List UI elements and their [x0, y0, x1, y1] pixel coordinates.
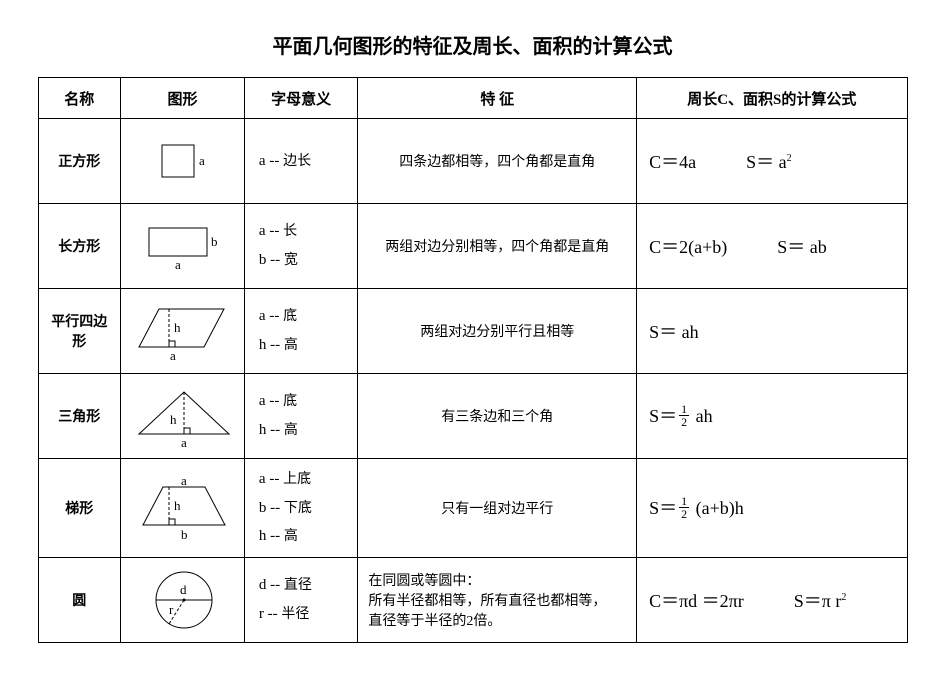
formula-rectangle: C＝2(a+b)S＝ ab	[637, 204, 907, 289]
svg-text:a: a	[181, 473, 187, 488]
circle-diagram: d r	[129, 564, 239, 636]
table-row: 梯形 a h b a -- 上底 b -- 下底 h -- 高 只有一组对边平行…	[38, 459, 907, 558]
table-row: 圆 d r d -- 直径 r -- 半径 在同圆或等圆中： 所有半径都相等，所…	[38, 557, 907, 642]
svg-text:h: h	[170, 412, 177, 427]
table-row: 长方形 b a a -- 长 b -- 宽 两组对边分别相等，四个角都是直角 C…	[38, 204, 907, 289]
svg-text:d: d	[180, 582, 187, 597]
triangle-diagram: h a	[129, 384, 239, 448]
symbols-parallelogram: a -- 底 h -- 高	[244, 289, 358, 374]
header-name: 名称	[38, 78, 121, 119]
svg-text:h: h	[174, 320, 181, 335]
feature-triangle: 有三条边和三个角	[358, 374, 637, 459]
symbols-circle: d -- 直径 r -- 半径	[244, 557, 358, 642]
svg-text:r: r	[169, 602, 174, 617]
svg-text:b: b	[181, 527, 188, 542]
header-feature: 特 征	[358, 78, 637, 119]
table-row: 平行四边形 h a a -- 底 h -- 高 两组对边分别平行且相等 S＝ a…	[38, 289, 907, 374]
formula-circle: C＝πd ＝2πrS＝π r2	[637, 557, 907, 642]
header-shape: 图形	[121, 78, 245, 119]
parallelogram-diagram: h a	[129, 299, 239, 363]
header-formula: 周长C、面积S的计算公式	[637, 78, 907, 119]
table-row: 三角形 h a a -- 底 h -- 高 有三条边和三个角 S＝12 ah	[38, 374, 907, 459]
feature-square: 四条边都相等，四个角都是直角	[358, 119, 637, 204]
name-trapezoid: 梯形	[38, 459, 121, 558]
name-circle: 圆	[38, 557, 121, 642]
geometry-table: 名称 图形 字母意义 特 征 周长C、面积S的计算公式 正方形 a a -- 边…	[38, 77, 908, 643]
symbols-square: a -- 边长	[244, 119, 358, 204]
symbols-trapezoid: a -- 上底 b -- 下底 h -- 高	[244, 459, 358, 558]
feature-rectangle: 两组对边分别相等，四个角都是直角	[358, 204, 637, 289]
table-row: 正方形 a a -- 边长 四条边都相等，四个角都是直角 C＝4aS＝ a2	[38, 119, 907, 204]
name-triangle: 三角形	[38, 374, 121, 459]
symbols-triangle: a -- 底 h -- 高	[244, 374, 358, 459]
svg-text:h: h	[174, 498, 181, 513]
square-diagram: a	[132, 133, 232, 189]
page-title: 平面几何图形的特征及周长、面积的计算公式	[30, 30, 915, 59]
name-parallelogram: 平行四边形	[38, 289, 121, 374]
svg-text:a: a	[181, 435, 187, 448]
table-header-row: 名称 图形 字母意义 特 征 周长C、面积S的计算公式	[38, 78, 907, 119]
trapezoid-diagram: a h b	[129, 473, 239, 543]
svg-text:b: b	[211, 234, 218, 249]
rectangle-diagram: b a	[129, 216, 239, 276]
header-symbol: 字母意义	[244, 78, 358, 119]
shape-circle: d r	[121, 557, 245, 642]
name-square: 正方形	[38, 119, 121, 204]
svg-text:a: a	[170, 348, 176, 363]
shape-rectangle: b a	[121, 204, 245, 289]
feature-circle: 在同圆或等圆中： 所有半径都相等，所有直径也都相等， 直径等于半径的2倍。	[358, 557, 637, 642]
formula-parallelogram: S＝ ah	[637, 289, 907, 374]
feature-parallelogram: 两组对边分别平行且相等	[358, 289, 637, 374]
formula-trapezoid: S＝12 (a+b)h	[637, 459, 907, 558]
feature-trapezoid: 只有一组对边平行	[358, 459, 637, 558]
shape-parallelogram: h a	[121, 289, 245, 374]
formula-triangle: S＝12 ah	[637, 374, 907, 459]
name-rectangle: 长方形	[38, 204, 121, 289]
shape-square: a	[121, 119, 245, 204]
shape-trapezoid: a h b	[121, 459, 245, 558]
svg-text:a: a	[175, 257, 181, 272]
formula-square: C＝4aS＝ a2	[637, 119, 907, 204]
symbols-rectangle: a -- 长 b -- 宽	[244, 204, 358, 289]
svg-text:a: a	[199, 153, 205, 168]
shape-triangle: h a	[121, 374, 245, 459]
